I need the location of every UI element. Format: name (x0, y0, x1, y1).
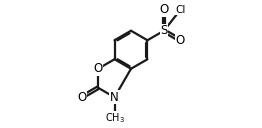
Text: O: O (77, 91, 86, 104)
Text: N: N (110, 91, 119, 104)
Text: O: O (159, 3, 168, 16)
Text: O: O (94, 62, 103, 75)
Text: S: S (160, 24, 168, 37)
Text: CH$_3$: CH$_3$ (105, 111, 124, 125)
Text: O: O (176, 34, 185, 47)
Text: Cl: Cl (175, 5, 185, 15)
